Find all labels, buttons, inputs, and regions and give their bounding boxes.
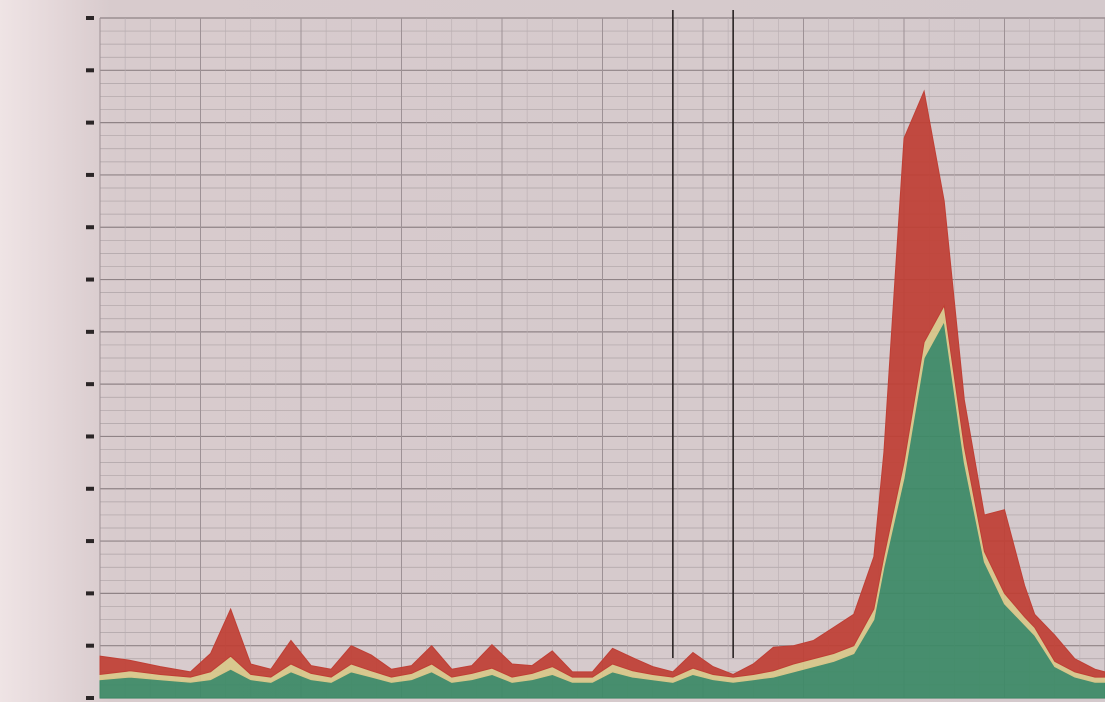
y-tick-mark <box>86 277 94 282</box>
y-tick-mark <box>86 225 94 230</box>
y-tick-mark <box>86 434 94 439</box>
y-tick-mark <box>86 120 94 125</box>
y-tick-mark <box>86 68 94 73</box>
y-tick-mark <box>86 539 94 544</box>
y-tick-mark <box>86 172 94 177</box>
series-area-3 <box>99 89 1105 678</box>
y-tick-mark <box>86 591 94 596</box>
y-axis-ticks <box>86 16 94 700</box>
y-tick-mark <box>86 696 94 700</box>
y-tick-mark <box>86 16 94 20</box>
y-tick-mark <box>86 382 94 387</box>
y-tick-mark <box>86 643 94 648</box>
y-tick-mark <box>86 329 94 334</box>
y-tick-mark <box>86 486 94 491</box>
area-layer <box>99 89 1105 699</box>
marker-layer <box>672 10 734 658</box>
